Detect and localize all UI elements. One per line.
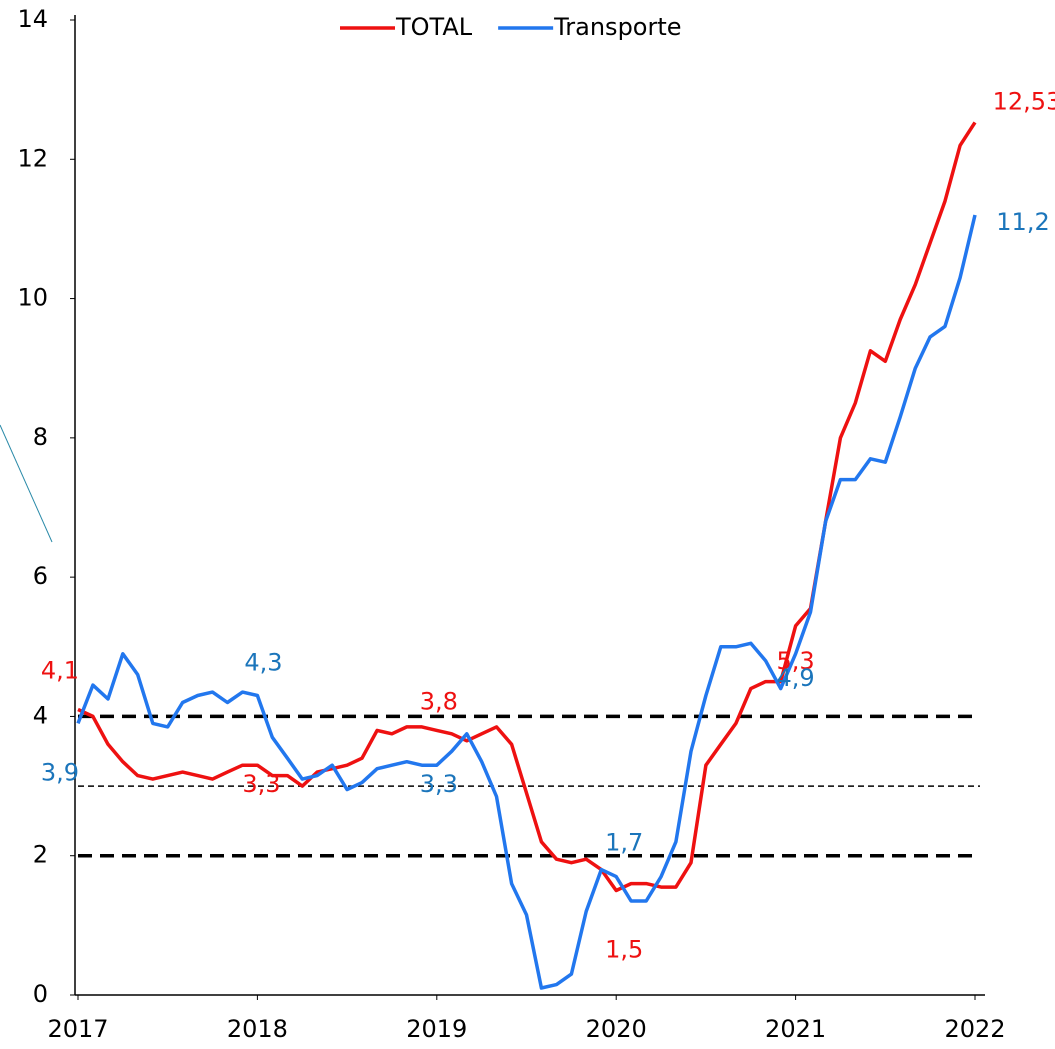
data-label: 11,2 (996, 208, 1049, 236)
x-tick-label: 2021 (765, 1015, 826, 1043)
x-tick-label: 2022 (944, 1015, 1005, 1043)
y-tick-label: 14 (17, 5, 48, 33)
data-label: 3,3 (242, 770, 280, 798)
y-tick-label: 4 (33, 701, 48, 729)
y-tick-label: 8 (33, 423, 48, 451)
y-tick-label: 6 (33, 562, 48, 590)
data-label: 3,3 (420, 770, 458, 798)
data-label: 3,9 (41, 758, 79, 786)
y-tick-label: 2 (33, 841, 48, 869)
data-label: 4,1 (41, 656, 79, 684)
data-label: 4,3 (244, 649, 282, 677)
legend-label: Transporte (553, 13, 681, 41)
x-tick-label: 2018 (227, 1015, 288, 1043)
data-label: 5,3 (777, 647, 815, 675)
x-tick-label: 2019 (406, 1015, 467, 1043)
y-tick-label: 12 (17, 144, 48, 172)
series-line (77, 121, 977, 893)
y-tick-label: 10 (17, 284, 48, 312)
data-label: 4,9 (777, 664, 815, 692)
y-tick-label: 0 (33, 980, 48, 1008)
series-line (76, 214, 977, 990)
data-label: 12,53 (993, 87, 1055, 115)
legend-label: TOTAL (395, 13, 473, 41)
data-label: 1,5 (605, 936, 643, 964)
x-tick-label: 2017 (47, 1015, 108, 1043)
data-label: 3,8 (420, 687, 458, 715)
data-label: 1,7 (605, 829, 643, 857)
decoration-line (0, 424, 53, 543)
x-tick-label: 2020 (586, 1015, 647, 1043)
